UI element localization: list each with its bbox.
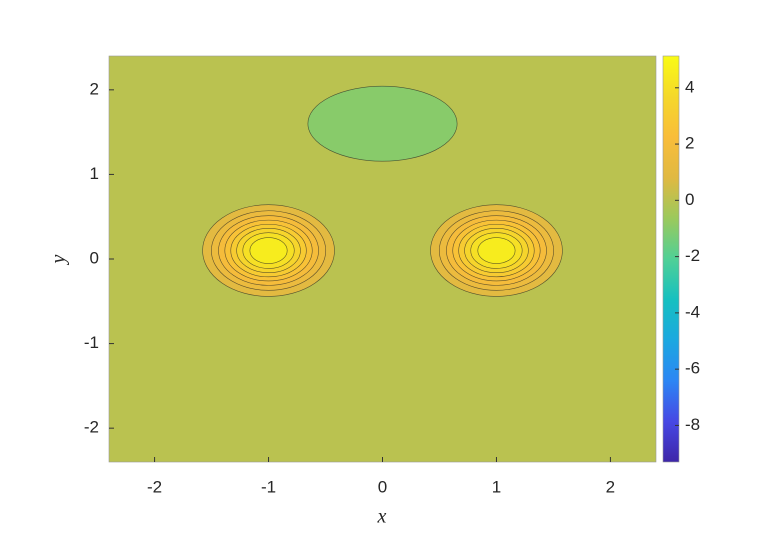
colorbar-tick-label: 4 (685, 77, 694, 96)
contour-level (249, 237, 288, 264)
colorbar (662, 55, 680, 463)
contour-level (477, 237, 516, 264)
colorbar-tick-label: 2 (685, 134, 694, 153)
colorbar-tick-label: -4 (685, 302, 700, 321)
contour-level (307, 85, 458, 162)
colorbar-tick-label: -8 (685, 415, 700, 434)
y-tick-label: -1 (84, 333, 99, 352)
x-tick-label: 1 (492, 477, 501, 496)
y-tick-label: 0 (90, 248, 99, 267)
x-tick-label: -2 (147, 477, 162, 496)
colorbar-tick-label: -2 (685, 246, 700, 265)
y-tick-label: 1 (90, 164, 99, 183)
x-axis-label: x (377, 506, 387, 528)
x-tick-label: -1 (261, 477, 276, 496)
y-tick-label: 2 (90, 79, 99, 98)
y-axis-label: y (48, 254, 70, 265)
y-tick-label: -2 (84, 418, 99, 437)
colorbar-tick-label: 0 (685, 190, 694, 209)
x-tick-label: 2 (606, 477, 615, 496)
x-tick-label: 0 (378, 477, 387, 496)
colorbar-tick-label: -6 (685, 359, 700, 378)
